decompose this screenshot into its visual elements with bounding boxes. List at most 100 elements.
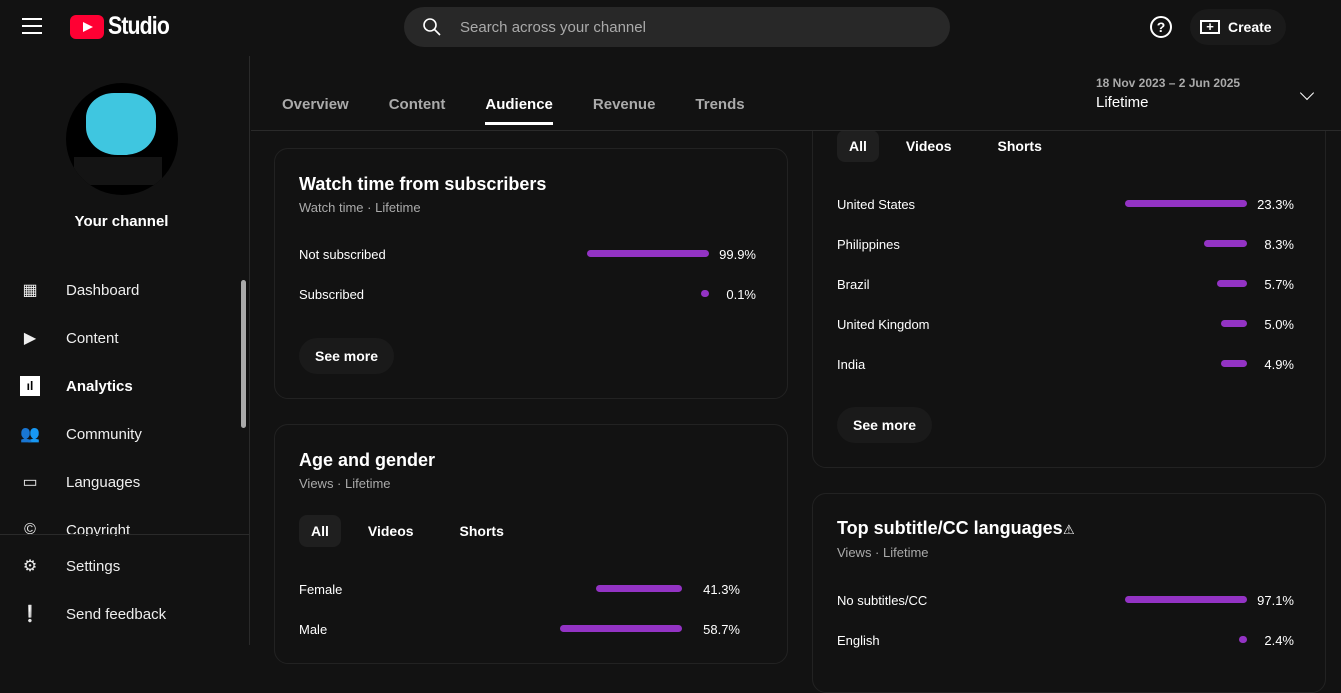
row-label: Philippines: [837, 236, 900, 252]
create-button[interactable]: + Create: [1190, 9, 1286, 45]
list-item: Brazil 5.7%: [837, 274, 1307, 294]
analytics-tabs: Overview Content Audience Revenue Trends: [282, 96, 785, 125]
row-percent: 5.7%: [1264, 276, 1294, 292]
row-percent: 41.3%: [703, 581, 740, 597]
card-age-gender: Age and gender Views · Lifetime All Vide…: [274, 424, 788, 664]
percentage-bar: [1203, 240, 1247, 247]
analytics-icon: ıl: [20, 376, 40, 396]
tab-content[interactable]: Content: [388, 96, 446, 113]
redaction: [74, 157, 162, 185]
youtube-icon: [70, 14, 104, 39]
row-percent: 58.7%: [703, 621, 740, 637]
row-label: United States: [837, 196, 916, 212]
sidebar-item-content[interactable]: ▶ Content: [0, 314, 243, 362]
row-percent: 5.0%: [1264, 316, 1294, 332]
dashboard-icon: ▦: [22, 282, 38, 299]
label: Dashboard: [66, 281, 140, 299]
card-subtitle: Views · Lifetime: [837, 545, 929, 560]
sidebar-item-community[interactable]: 👥 Community: [0, 410, 243, 458]
search-input[interactable]: Search across your channel: [404, 7, 950, 47]
list-item: No subtitles/CC 97.1%: [837, 590, 1307, 610]
card-title: Top subtitle/CC languages: [837, 518, 1063, 538]
your-channel-label: Your channel: [74, 213, 169, 230]
analytics-header-band: [251, 56, 1341, 131]
sidebar-item-languages[interactable]: ▭ Languages: [0, 458, 243, 506]
list-item: United Kingdom 5.0%: [837, 314, 1307, 334]
sidebar-item-analytics[interactable]: ıl Analytics: [0, 362, 243, 410]
filter-all[interactable]: All: [837, 130, 879, 162]
subtitles-icon: ▭: [22, 474, 38, 491]
card-title: Watch time from subscribers: [299, 174, 547, 194]
row-label: Female: [299, 581, 343, 597]
percentage-bar: [1239, 636, 1247, 643]
label: Content: [66, 329, 119, 347]
sidebar-scrollbar[interactable]: [241, 280, 246, 428]
card-subtitle: Views · Lifetime: [299, 476, 391, 491]
studio-logo[interactable]: Studio: [70, 12, 180, 41]
filter-videos[interactable]: Videos: [367, 523, 414, 539]
see-more-button[interactable]: See more: [299, 338, 395, 374]
percentage-bar: [1125, 596, 1247, 603]
warning-icon[interactable]: ⚠: [1063, 522, 1075, 537]
sidebar-item-feedback[interactable]: ❕ Send feedback: [0, 590, 250, 638]
sidebar: Your channel ▦ Dashboard ▶ Content ıl Analy…: [0, 56, 250, 645]
copyright-icon: ©: [24, 521, 36, 536]
percentage-bar: [1125, 200, 1247, 207]
filter-all[interactable]: All: [299, 515, 341, 547]
sidebar-item-settings[interactable]: ⚙ Settings: [0, 542, 250, 590]
row-percent: 2.4%: [1264, 632, 1294, 648]
list-item: English 2.4%: [837, 630, 1307, 650]
filter-shorts[interactable]: Shorts: [997, 138, 1042, 154]
community-icon: 👥: [20, 426, 40, 443]
create-label: Create: [1228, 19, 1272, 35]
list-item: Not subscribed 99.9%: [299, 244, 769, 264]
menu-icon[interactable]: [22, 18, 42, 34]
label: Analytics: [66, 377, 133, 395]
list-item: Subscribed 0.1%: [299, 284, 769, 304]
help-icon[interactable]: ?: [1150, 16, 1172, 38]
logo-text: Studio: [108, 12, 170, 40]
range-label: Lifetime: [1096, 94, 1149, 111]
sidebar-item-copyright[interactable]: © Copyright: [0, 506, 243, 536]
search-icon: [423, 18, 441, 36]
percentage-bar: [587, 250, 709, 257]
filter-videos[interactable]: Videos: [905, 138, 952, 154]
percentage-bar: [596, 585, 682, 592]
list-item: Philippines 8.3%: [837, 234, 1307, 254]
filter-pills: All Videos Shorts: [299, 515, 523, 547]
row-label: Not subscribed: [299, 246, 386, 262]
row-label: Brazil: [837, 276, 870, 292]
tab-overview[interactable]: Overview: [282, 96, 349, 113]
top-bar: Studio Search across your channel ? + Cre…: [0, 0, 1341, 56]
card-watch-time-subscribers: Watch time from subscribers Watch time ·…: [274, 148, 788, 399]
tab-audience[interactable]: Audience: [485, 96, 553, 125]
row-label: Subscribed: [299, 286, 365, 302]
row-percent: 8.3%: [1264, 236, 1294, 252]
tab-trends[interactable]: Trends: [695, 96, 745, 113]
percentage-bar: [1217, 280, 1247, 287]
filter-shorts[interactable]: Shorts: [459, 523, 504, 539]
row-label: India: [837, 356, 866, 372]
percentage-bar: [701, 290, 709, 297]
content-icon: ▶: [23, 330, 37, 347]
robot-logo-icon: [86, 93, 156, 155]
card-subtitle: Watch time · Lifetime: [299, 200, 421, 215]
row-percent: 0.1%: [726, 286, 756, 302]
see-more-button[interactable]: See more: [837, 407, 933, 443]
row-label: United Kingdom: [837, 316, 930, 332]
date-range-picker[interactable]: 18 Nov 2023 – 2 Jun 2025 Lifetime: [1096, 76, 1240, 111]
label: Send feedback: [66, 605, 167, 623]
search-placeholder: Search across your channel: [460, 18, 646, 36]
create-video-icon: +: [1200, 20, 1220, 34]
channel-avatar[interactable]: [66, 83, 178, 195]
sidebar-item-dashboard[interactable]: ▦ Dashboard: [0, 266, 243, 314]
list-item: Female 41.3%: [299, 579, 769, 599]
sidebar-bottom: ⚙ Settings ❕ Send feedback: [0, 534, 250, 638]
sidebar-nav: ▦ Dashboard ▶ Content ıl Analytics 👥 Communi…: [0, 266, 243, 536]
card-title: Age and gender: [299, 450, 436, 470]
row-label: No subtitles/CC: [837, 592, 928, 608]
tab-revenue[interactable]: Revenue: [592, 96, 656, 113]
percentage-bar: [1220, 320, 1247, 327]
filter-pills: All Videos Shorts: [837, 130, 1061, 162]
gear-icon: ⚙: [22, 558, 38, 575]
